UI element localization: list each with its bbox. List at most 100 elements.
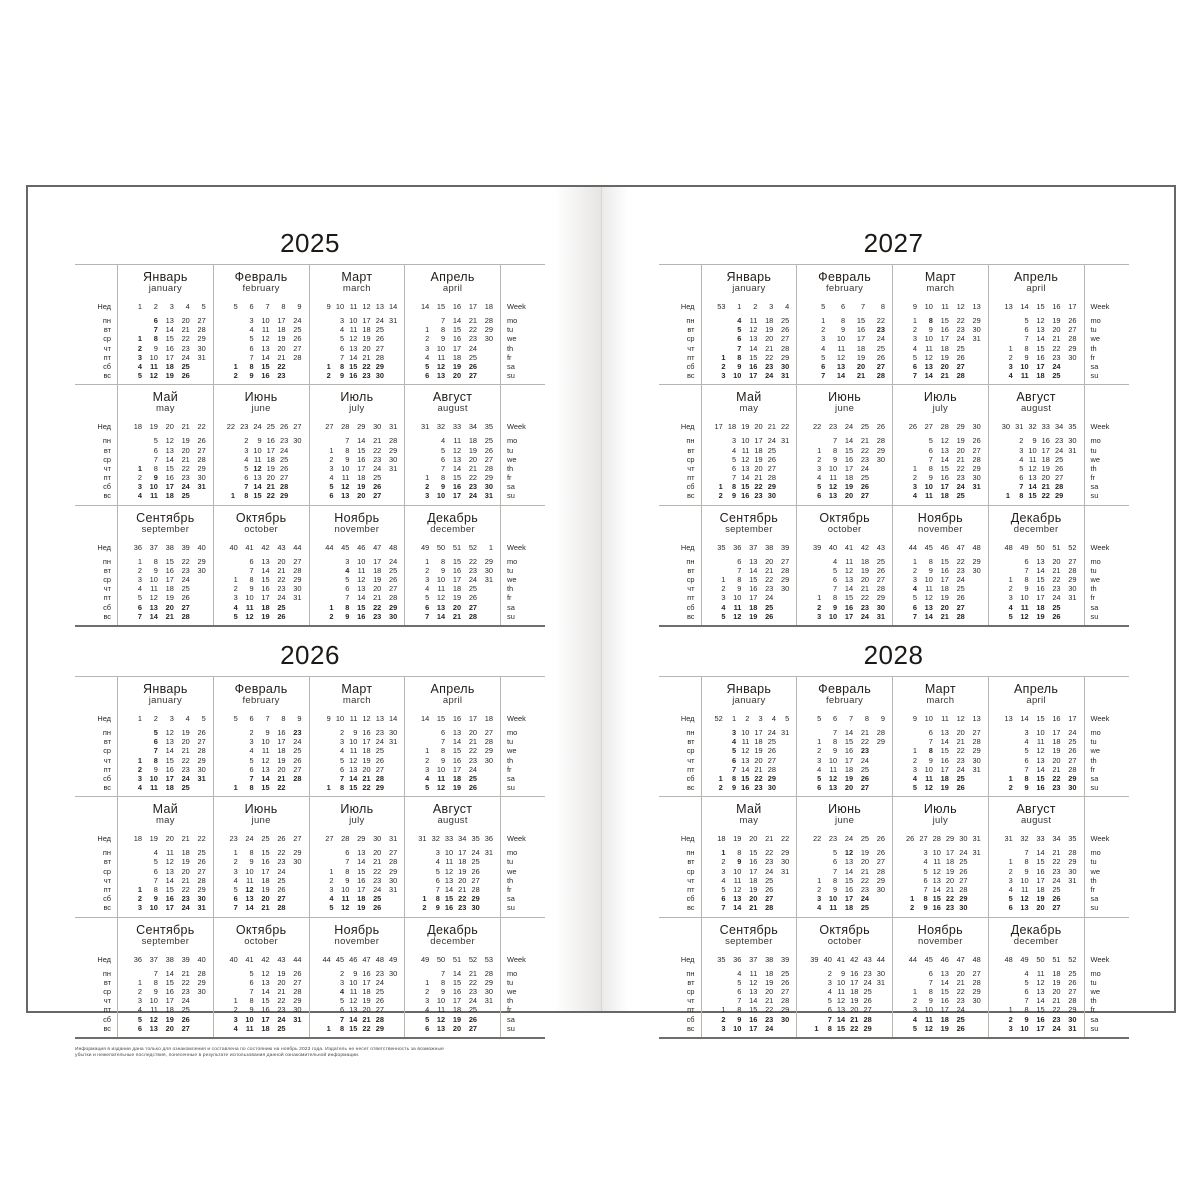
- day-cell-empty: [1061, 603, 1077, 612]
- week-number: 4: [185, 302, 190, 311]
- month-2026-2: Февраль february 5 6 7 8 9 2 9 16 23 3 10 17 24 4 11 18 25…: [212, 676, 309, 797]
- day-cell: 6: [345, 584, 350, 594]
- day-cell-empty: [126, 325, 142, 334]
- day-cell: 28: [484, 316, 493, 325]
- day-cell: 4: [137, 783, 142, 793]
- day-cell: 7: [737, 996, 742, 1006]
- day-cell: 26: [293, 755, 302, 765]
- week-number: 39: [781, 954, 790, 964]
- day-cell: 26: [956, 1023, 965, 1033]
- day-row-fr: 3 10 17 24 31: [997, 593, 1077, 602]
- day-row-fr: 6 13 20 27: [318, 765, 398, 774]
- weekday-label-we: we: [507, 575, 517, 584]
- month-header: Февраль february: [797, 677, 892, 714]
- day-cell-empty: [126, 455, 142, 464]
- day-cell: 19: [277, 334, 286, 344]
- day-row-sa: 1 8 15 22 29: [997, 774, 1077, 783]
- day-cell: 17: [940, 1005, 949, 1015]
- day-row-th: 5 12 19 26: [318, 756, 398, 765]
- day-cell: 1: [1008, 1005, 1013, 1015]
- label-col-body: Нед пн вт ср чт пт сб вс: [659, 834, 695, 916]
- day-cell: 17: [940, 575, 949, 584]
- weekday-labels-ru: Нед пн вт ср чт пт сб вс: [659, 677, 701, 796]
- day-cell: 9: [833, 746, 838, 756]
- day-cell: 30: [781, 857, 790, 867]
- day-cell: 9: [833, 454, 838, 464]
- month-2025-3: Март march 9 10 11 12 13 14 3 10 17 24 31 4 11 18 25 5 12 1…: [308, 265, 405, 385]
- day-cell: 1: [1005, 491, 1011, 501]
- day-cell: 25: [468, 773, 478, 783]
- day-cell: 28: [197, 968, 206, 978]
- label-col-spacer: [1091, 677, 1129, 714]
- day-cell: 4: [425, 584, 430, 594]
- day-cell: 1: [329, 602, 334, 612]
- day-cell: 28: [375, 1014, 384, 1024]
- week-number: 32: [431, 834, 440, 844]
- month-2027-9: Сентябрь september 35 36 37 38 39 6 13 20 27 7 14 21 2…: [700, 505, 797, 625]
- day-cell: 10: [349, 316, 358, 325]
- weekday-label-su: вс: [686, 371, 695, 381]
- weekday-labels-ru: Нед пн вт ср чт пт сб вс: [659, 918, 701, 1037]
- day-cell: 17: [1036, 875, 1045, 885]
- day-cell-empty: [413, 464, 429, 473]
- month-name-ru: Июль: [340, 390, 374, 405]
- week-number: 31: [389, 422, 398, 432]
- day-cell: 10: [836, 977, 846, 987]
- day-cell: 23: [1052, 1014, 1061, 1024]
- day-cell: 24: [956, 482, 965, 492]
- day-cell: 5: [425, 361, 430, 371]
- day-cell: 14: [749, 565, 758, 575]
- day-cell: 23: [181, 343, 190, 353]
- day-cell: 11: [1020, 885, 1029, 894]
- day-cell: 24: [765, 866, 774, 876]
- day-cell-empty: [286, 603, 302, 612]
- day-cell-empty: [126, 969, 142, 978]
- day-cell: 1: [817, 875, 822, 885]
- day-cell-empty: [480, 885, 493, 894]
- day-cell: 13: [165, 445, 174, 455]
- day-cell: 13: [940, 445, 949, 455]
- month-header: Октябрь october: [214, 506, 309, 543]
- day-row-th: 1 8 15 22 29: [997, 344, 1077, 353]
- day-cell-empty: [965, 344, 981, 353]
- label-col-body: Week mo tu we th fr sa su: [1091, 955, 1129, 1037]
- day-cell: 7: [339, 773, 345, 783]
- day-row-mo: 2 9 16 23 30: [997, 436, 1076, 445]
- day-cell: 18: [261, 875, 270, 885]
- day-cell: 24: [373, 885, 382, 894]
- month-name-en: december: [1013, 935, 1059, 947]
- day-cell: 19: [945, 866, 955, 876]
- month-name-ru: Ноябрь: [917, 922, 963, 937]
- day-cell: 16: [261, 1005, 270, 1015]
- week-number: 34: [1052, 834, 1061, 844]
- day-cell: 31: [781, 866, 790, 876]
- day-cell: 11: [925, 491, 933, 501]
- weekday-label-mo: пн: [102, 316, 111, 325]
- day-cell: 1: [425, 556, 430, 566]
- week-number: 13: [1004, 302, 1013, 311]
- day-row-th: 1 8 15 22 29: [126, 756, 206, 765]
- month-2026-8: Август august 31 32 33 34 35 36 3 10 17 24 31 4 11 18 25…: [404, 797, 501, 917]
- day-cell-empty: [805, 584, 821, 593]
- week-number: 2: [745, 713, 750, 723]
- week-row-label: Нед: [680, 302, 695, 311]
- day-cell: 20: [266, 473, 275, 483]
- day-cell: 17: [266, 445, 275, 455]
- day-cell: 22: [277, 361, 286, 371]
- day-cell: 3: [425, 491, 430, 501]
- day-cell: 28: [293, 565, 302, 575]
- day-cell: 10: [149, 482, 158, 492]
- weekday-label-tu: tu: [507, 565, 514, 575]
- month-name-ru: Сентябрь: [136, 510, 195, 525]
- month-2028-11: Ноябрь november 44 45 46 47 48 6 13 20 27 7 14 21 28 1 8…: [892, 917, 988, 1037]
- day-cell-empty: [776, 491, 789, 500]
- week-number: 30: [972, 422, 981, 432]
- day-row-fr: 7 14 21 28: [901, 885, 981, 894]
- day-cell-empty: [965, 362, 981, 371]
- day-cell: 21: [860, 436, 870, 446]
- day-row-th: 3 10 17 24 31: [318, 464, 398, 473]
- day-row-we: 6 13 20 27: [126, 867, 206, 876]
- day-row-su: 3 10 17 24 31: [413, 491, 493, 500]
- day-cell: 30: [197, 764, 206, 774]
- day-cell: 6: [833, 575, 838, 584]
